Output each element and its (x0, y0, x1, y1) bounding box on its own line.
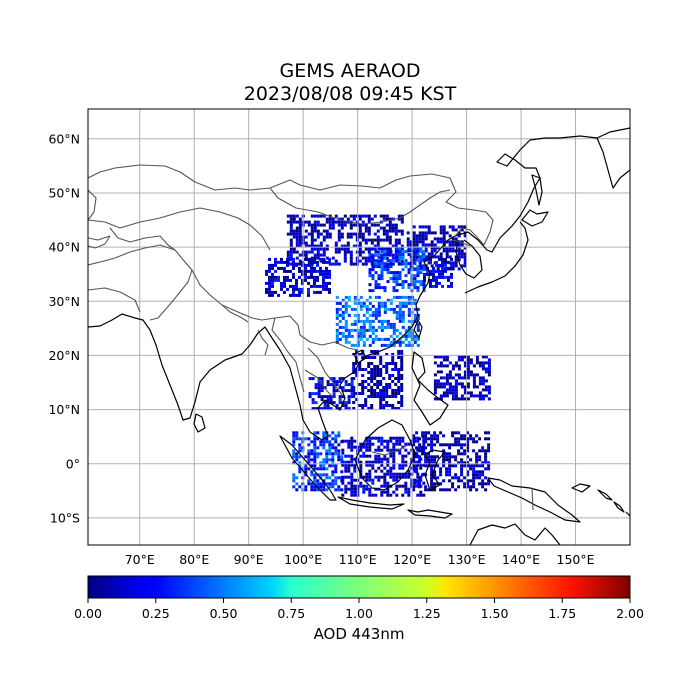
coastline-sulawesi (424, 449, 446, 491)
lon-tick-label: 140°E (502, 552, 540, 567)
border-new-guinea (531, 487, 534, 511)
map-background (88, 109, 630, 545)
aod-region-tibet-west (265, 257, 331, 297)
lon-tick-label: 90°E (234, 552, 264, 567)
coastline-java (337, 496, 405, 510)
border-borneo (371, 444, 409, 456)
colorbar-ticks: 0.00 0.25 0.50 0.75 1.00 1.25 1.50 1.75 2.00 (74, 598, 644, 621)
coastline-hainan (353, 349, 367, 364)
border-afghan (88, 244, 193, 293)
colorbar-tick-label: 0.00 (74, 606, 102, 621)
colorbar-tick-label: 1.00 (345, 606, 373, 621)
colorbar (88, 576, 630, 598)
coastline-japan (464, 221, 529, 294)
coastline-kamchatka (596, 137, 630, 189)
coastline-new-britain (571, 483, 591, 493)
lat-tick-labels: 60°N 50°N 40°N 30°N 20°N 10°N 0° 10°S (48, 131, 80, 525)
coastline-sumatra (279, 435, 337, 501)
border-central-asia (88, 207, 271, 251)
colorbar-tick-label: 0.75 (277, 606, 305, 621)
lat-tick-label: 50°N (48, 185, 80, 200)
border-bangladesh (257, 329, 269, 356)
colorbar-tick-label: 1.25 (413, 606, 441, 621)
aod-region-sulawesi-maluku (412, 431, 491, 492)
coastline-borneo (354, 419, 416, 491)
colorbar-tick-label: 0.25 (142, 606, 170, 621)
border-myanmar (271, 317, 305, 393)
lon-tick-label: 130°E (448, 552, 486, 567)
coastline-hokkaido (521, 209, 549, 227)
border-iran-pakistan (88, 287, 141, 313)
colorbar-tick-label: 1.50 (481, 606, 509, 621)
coastline-australia (469, 523, 561, 545)
colorbar-tick-label: 2.00 (616, 606, 644, 621)
lon-tick-labels: 70°E 80°E 90°E 100°E 110°E 120°E 130°E 140°E 150… (125, 552, 595, 567)
map-area (88, 109, 630, 545)
lon-tick-label: 110°E (339, 552, 377, 567)
map-frame (87, 108, 631, 546)
border-pakistan-india (149, 291, 181, 321)
colorbar-tick-label: 0.50 (210, 606, 238, 621)
lat-tick-label: 10°S (50, 510, 80, 525)
border-nepal (221, 304, 249, 323)
border-thai-cambodia (304, 369, 335, 399)
border-mongolia-south (269, 187, 451, 225)
border-laos-vietnam (307, 347, 343, 396)
lon-tick-label: 70°E (125, 552, 155, 567)
lon-tick-label: 100°E (284, 552, 322, 567)
map-title: GEMS AERAOD (279, 60, 421, 82)
lat-tick-label: 20°N (48, 348, 80, 363)
coastline-sakhalin (531, 174, 543, 206)
border-uzbek-turkmen (109, 227, 176, 251)
coastline-taiwan (413, 319, 423, 339)
aod-layer (265, 214, 491, 497)
coastline-korea (455, 239, 483, 279)
border-russia-south (88, 164, 494, 246)
border-china-south (299, 334, 359, 351)
coastline-solomon (597, 489, 630, 517)
coastline-sri-lanka (193, 413, 206, 433)
border-gulf (88, 235, 111, 249)
border-korea-north (451, 239, 471, 247)
lat-tick-label: 0° (66, 456, 80, 471)
border-china-ne (454, 227, 485, 246)
aod-region-south-china-sea (352, 350, 404, 410)
aod-region-south-china (335, 295, 420, 347)
coastline-new-guinea (487, 477, 581, 523)
aod-region-yellow-sea (423, 257, 453, 288)
coastline-lesser-sunda (407, 509, 453, 519)
lat-tick-label: 40°N (48, 240, 80, 255)
coastline-philippines (411, 351, 449, 426)
border-caspian (88, 189, 97, 221)
border-china-west (191, 269, 301, 336)
lat-tick-label: 60°N (48, 131, 80, 146)
map-subtitle: 2023/08/08 09:45 KST (243, 83, 457, 105)
lon-tick-label: 80°E (179, 552, 209, 567)
aod-region-philippine-sea (433, 355, 491, 401)
border-caucasus (88, 235, 111, 241)
lon-tick-label: 150°E (557, 552, 595, 567)
coastlines (88, 127, 630, 545)
lon-tick-label: 120°E (393, 552, 431, 567)
colorbar-tick-label: 1.75 (548, 606, 576, 621)
colorbar-label: AOD 443nm (314, 625, 405, 643)
country-borders (88, 164, 534, 511)
lat-tick-label: 30°N (48, 294, 80, 309)
lat-tick-label: 10°N (48, 402, 80, 417)
